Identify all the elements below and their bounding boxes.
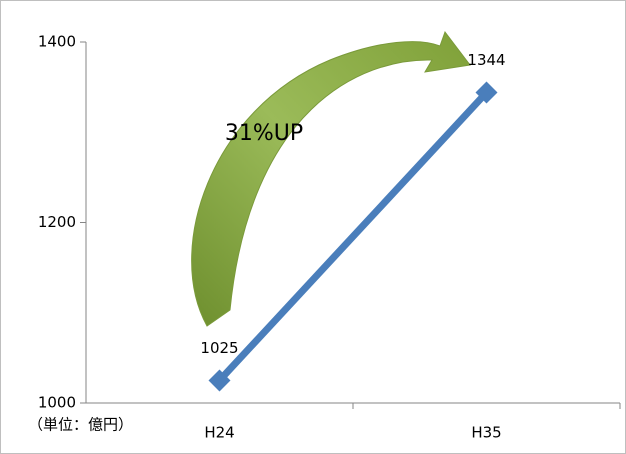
x-tick-label: H35	[471, 424, 501, 442]
unit-label: （単位：億円）	[28, 416, 133, 434]
marker	[475, 81, 498, 104]
annotation: 31%UP	[225, 121, 303, 146]
data-label: 1025	[200, 339, 238, 357]
y-tick-label: 1400	[38, 33, 76, 51]
marker	[208, 369, 231, 392]
y-tick-label: 1200	[38, 213, 76, 231]
x-tick-label: H24	[204, 424, 234, 442]
line	[216, 90, 490, 383]
data-label: 1344	[467, 51, 505, 69]
arrow	[191, 30, 471, 327]
y-tick-label: 1000	[38, 394, 76, 412]
